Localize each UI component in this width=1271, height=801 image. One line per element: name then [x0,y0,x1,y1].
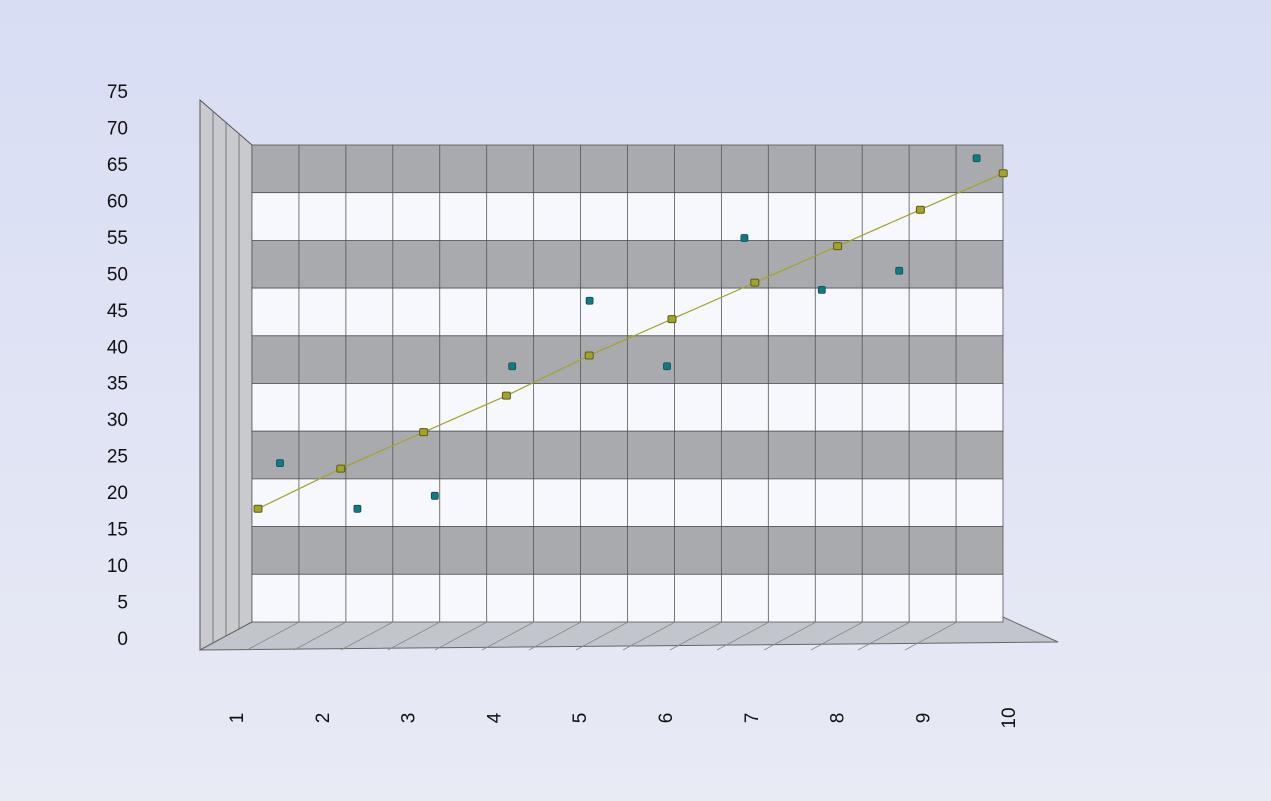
y-tick-label: 55 [107,228,128,249]
y-tick-label: 70 [107,118,128,139]
line-point [501,391,511,400]
floor-line [857,621,911,651]
line-point [336,464,346,473]
floor-line [340,621,394,651]
scatter-point [353,504,362,513]
x-tick-label: 10 [999,707,1020,728]
y-tick-label: 25 [107,447,128,468]
floor-line [763,621,817,651]
x-tick-label: 6 [656,713,677,724]
x-tick-label: 8 [828,713,849,724]
trend-line [257,172,1004,510]
scatter-point [430,491,439,500]
x-tick-label: 1 [227,713,248,724]
y-tick-label: 50 [107,264,128,285]
x-tick-label: 5 [570,713,591,724]
scatter-point [508,362,517,371]
line-point [915,205,925,214]
plot-area [253,154,1008,513]
y-tick-label: 15 [107,520,128,541]
floor-line [387,621,441,651]
y-tick-label: 35 [107,374,128,395]
y-tick-label: 45 [107,301,128,322]
y-tick-label: 65 [107,155,128,176]
scatter-point [817,285,826,294]
floor-line [810,621,864,651]
line-point [998,169,1008,178]
scatter-point [663,362,671,371]
y-tick-label: 5 [117,593,128,614]
line-point [419,428,429,437]
back-wall [212,111,1004,651]
floor-line [434,621,488,651]
scatter-point [585,296,594,305]
line-point [750,278,760,287]
x-tick-label: 4 [484,712,505,723]
x-tick-label: 3 [399,713,420,724]
floor-line [246,621,300,651]
scatter-point [972,154,981,163]
floor-line [622,621,676,651]
line-point [667,315,677,324]
x-tick-label: 7 [742,713,763,724]
y-tick-label: 60 [107,191,128,212]
y-tick-label: 75 [107,82,128,103]
x-tick-label: 9 [913,713,934,724]
floor-line [716,621,770,651]
line-point [833,242,843,251]
scatter-point [895,266,904,275]
floor-line [669,621,723,651]
floor-line [904,621,958,651]
scatter-point [740,234,749,242]
line-point [253,504,263,513]
floor-line [293,621,347,651]
y-tick-label: 20 [107,483,128,504]
y-tick-label: 30 [107,410,128,431]
line-point [584,351,594,360]
x-tick-label: 2 [313,713,334,724]
y-tick-label: 10 [107,556,128,577]
y-tick-label: 40 [107,337,128,358]
scatter-point [276,459,284,467]
floor-line [528,621,582,651]
floor-line [575,621,629,651]
floor-line [481,621,535,651]
y-tick-label: 0 [117,629,128,650]
